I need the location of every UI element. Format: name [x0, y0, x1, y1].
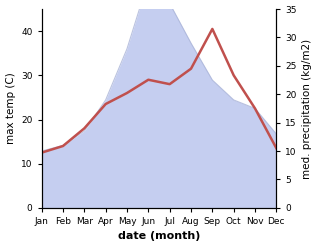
Y-axis label: max temp (C): max temp (C): [5, 73, 16, 144]
Y-axis label: med. precipitation (kg/m2): med. precipitation (kg/m2): [302, 38, 313, 179]
X-axis label: date (month): date (month): [118, 231, 200, 242]
